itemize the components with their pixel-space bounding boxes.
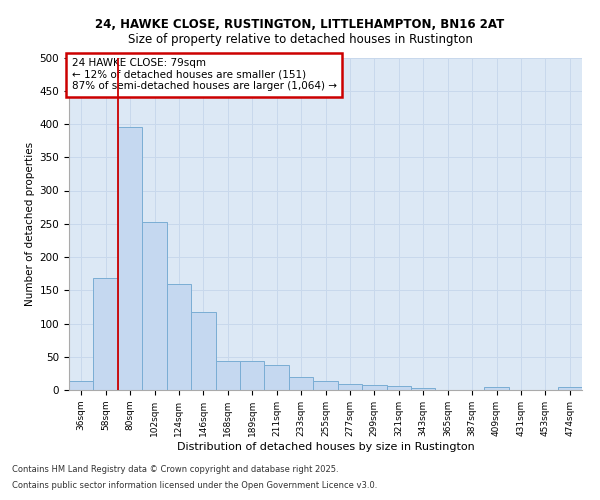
Text: 24 HAWKE CLOSE: 79sqm
← 12% of detached houses are smaller (151)
87% of semi-det: 24 HAWKE CLOSE: 79sqm ← 12% of detached … xyxy=(71,58,337,92)
Bar xyxy=(386,386,411,390)
Text: Size of property relative to detached houses in Rustington: Size of property relative to detached ho… xyxy=(128,32,472,46)
Bar xyxy=(289,378,313,390)
Bar xyxy=(118,126,142,390)
Bar xyxy=(362,386,386,390)
Bar xyxy=(94,278,118,390)
Bar xyxy=(215,362,240,390)
Bar xyxy=(191,312,215,390)
Bar xyxy=(557,386,582,390)
Y-axis label: Number of detached properties: Number of detached properties xyxy=(25,142,35,306)
Bar xyxy=(484,386,509,390)
Bar xyxy=(313,380,338,390)
Bar xyxy=(240,362,265,390)
Bar xyxy=(338,384,362,390)
Bar xyxy=(265,364,289,390)
Text: 24, HAWKE CLOSE, RUSTINGTON, LITTLEHAMPTON, BN16 2AT: 24, HAWKE CLOSE, RUSTINGTON, LITTLEHAMPT… xyxy=(95,18,505,30)
Bar xyxy=(69,382,94,390)
Bar xyxy=(411,388,436,390)
Text: Contains public sector information licensed under the Open Government Licence v3: Contains public sector information licen… xyxy=(12,480,377,490)
Bar xyxy=(167,284,191,390)
Text: Contains HM Land Registry data © Crown copyright and database right 2025.: Contains HM Land Registry data © Crown c… xyxy=(12,466,338,474)
X-axis label: Distribution of detached houses by size in Rustington: Distribution of detached houses by size … xyxy=(176,442,475,452)
Bar xyxy=(142,222,167,390)
